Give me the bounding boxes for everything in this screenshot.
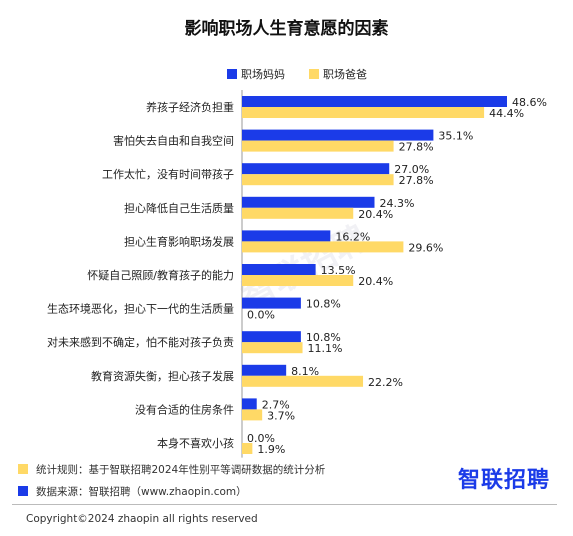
chart-notes: 统计规则：基于智联招聘2024年性别平等调研数据的统计分析 数据来源：智联招聘（… [18,460,325,504]
legend-label-1: 职场爸爸 [323,67,367,81]
category-label: 生态环境恶化，担心下一代的生活质量 [47,302,234,316]
category-label: 养孩子经济负担重 [146,100,234,114]
data-label: 48.6% [512,96,547,109]
bar-mom [242,163,390,175]
data-label: 3.7% [267,409,295,422]
data-label: 27.8% [399,174,434,187]
bar-dad [242,241,404,253]
bar-dad [242,174,394,186]
data-label: 10.8% [306,331,341,344]
data-label: 27.0% [394,163,429,176]
bar-mom [242,331,301,343]
bar-dad [242,207,354,219]
category-label: 怀疑自己照顾/教育孩子的能力 [87,268,234,282]
data-label: 0.0% [247,309,275,322]
copyright-text: Copyright©2024 zhaopin all rights reserv… [26,513,258,525]
note-rule: 统计规则：基于智联招聘2024年性别平等调研数据的统计分析 [18,460,325,478]
data-label: 8.1% [291,365,319,378]
data-label: 24.3% [380,197,415,210]
note-source-swatch [18,486,28,496]
category-label: 担心降低自己生活质量 [124,201,234,215]
bar-dad [242,342,303,354]
category-label: 本身不喜欢小孩 [157,436,234,450]
bar-mom [242,398,257,410]
legend-swatch-0 [227,69,237,79]
brand-logo: 智联招聘 [458,468,551,493]
data-label: 20.4% [358,275,393,288]
bar-dad [242,409,263,421]
bar-dad [242,107,485,118]
category-label: 对未来感到不确定，怕不能对孩子负责 [47,335,234,349]
bar-mom [242,364,287,376]
data-label: 1.9% [257,443,285,456]
bar-mom [242,230,331,242]
category-label: 没有合适的住房条件 [135,402,234,416]
data-label: 20.4% [358,208,393,221]
note-source: 数据来源：智联招聘（www.zhaopin.com） [18,482,325,500]
chart-title: 影响职场人生育意愿的因素 [184,19,389,39]
data-label: 44.4% [489,107,524,120]
data-label: 29.6% [408,241,443,254]
data-label: 27.8% [399,141,434,154]
data-label: 0.0% [247,432,275,445]
bar-mom [242,196,375,208]
data-label: 35.1% [438,130,473,143]
legend-swatch-1 [309,69,319,79]
data-label: 10.8% [306,298,341,311]
bar-dad [242,140,394,152]
bar-mom [242,297,301,309]
bar-dad [242,375,364,387]
data-label: 11.1% [308,342,343,355]
bar-mom [242,264,316,275]
note-rule-text: 统计规则：基于智联招聘2024年性别平等调研数据的统计分析 [36,463,326,476]
bar-dad [242,275,354,286]
bar-mom [242,96,507,107]
category-label: 教育资源失衡，担心孩子发展 [91,369,234,383]
divider [12,504,557,505]
data-label: 16.2% [335,230,370,243]
note-source-text: 数据来源：智联招聘（www.zhaopin.com） [36,485,247,498]
data-label: 2.7% [262,398,290,411]
category-label: 害怕失去自由和自我空间 [113,134,234,148]
category-label: 工作太忙，没有时间带孩子 [102,167,234,181]
category-label: 担心生育影响职场发展 [124,234,234,248]
bar-mom [242,129,434,141]
data-label: 13.5% [321,264,356,277]
legend-label-0: 职场妈妈 [241,67,285,81]
bar-dad [242,443,253,454]
note-rule-swatch [18,464,28,474]
data-label: 22.2% [368,376,403,389]
